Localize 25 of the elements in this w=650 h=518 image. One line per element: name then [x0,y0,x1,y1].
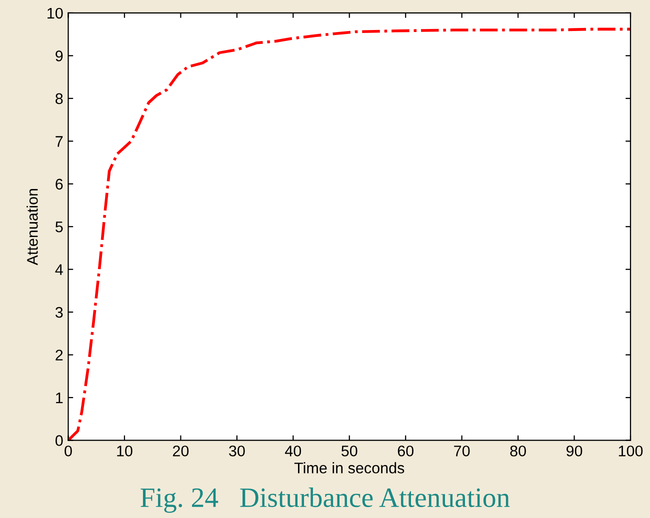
x-tick-label: 100 [618,446,643,456]
y-tick-label: 9 [56,50,63,62]
y-tick-label: 1 [56,392,63,404]
y-axis-title: Attenuation [26,188,38,266]
y-tick-label: 4 [55,264,63,275]
x-tick-label: 90 [566,446,582,456]
x-tick-label: 0 [64,446,72,456]
x-tick-label: 20 [172,446,189,456]
y-tick-label: 2 [56,350,63,360]
y-tick-label: 8 [56,93,63,104]
x-tick-label: 50 [341,446,358,456]
x-tick-label: 10 [117,446,132,456]
x-tick-label: 70 [454,446,470,456]
x-tick-label: 80 [510,446,526,456]
y-tick-label: 0 [55,435,63,446]
x-tick-label: 40 [285,446,302,456]
x-tick-label: 60 [398,446,414,456]
y-tick-label: 10 [48,8,63,19]
caption: Fig. 24 Disturbance Attenuation [140,488,510,513]
x-axis-title: Time in seconds [294,462,404,474]
y-tick-label: 7 [56,136,63,147]
y-tick-label: 5 [56,222,63,232]
y-tick-label: 6 [56,178,63,190]
x-tick-label: 30 [229,446,245,456]
y-tick-label: 3 [55,306,63,318]
